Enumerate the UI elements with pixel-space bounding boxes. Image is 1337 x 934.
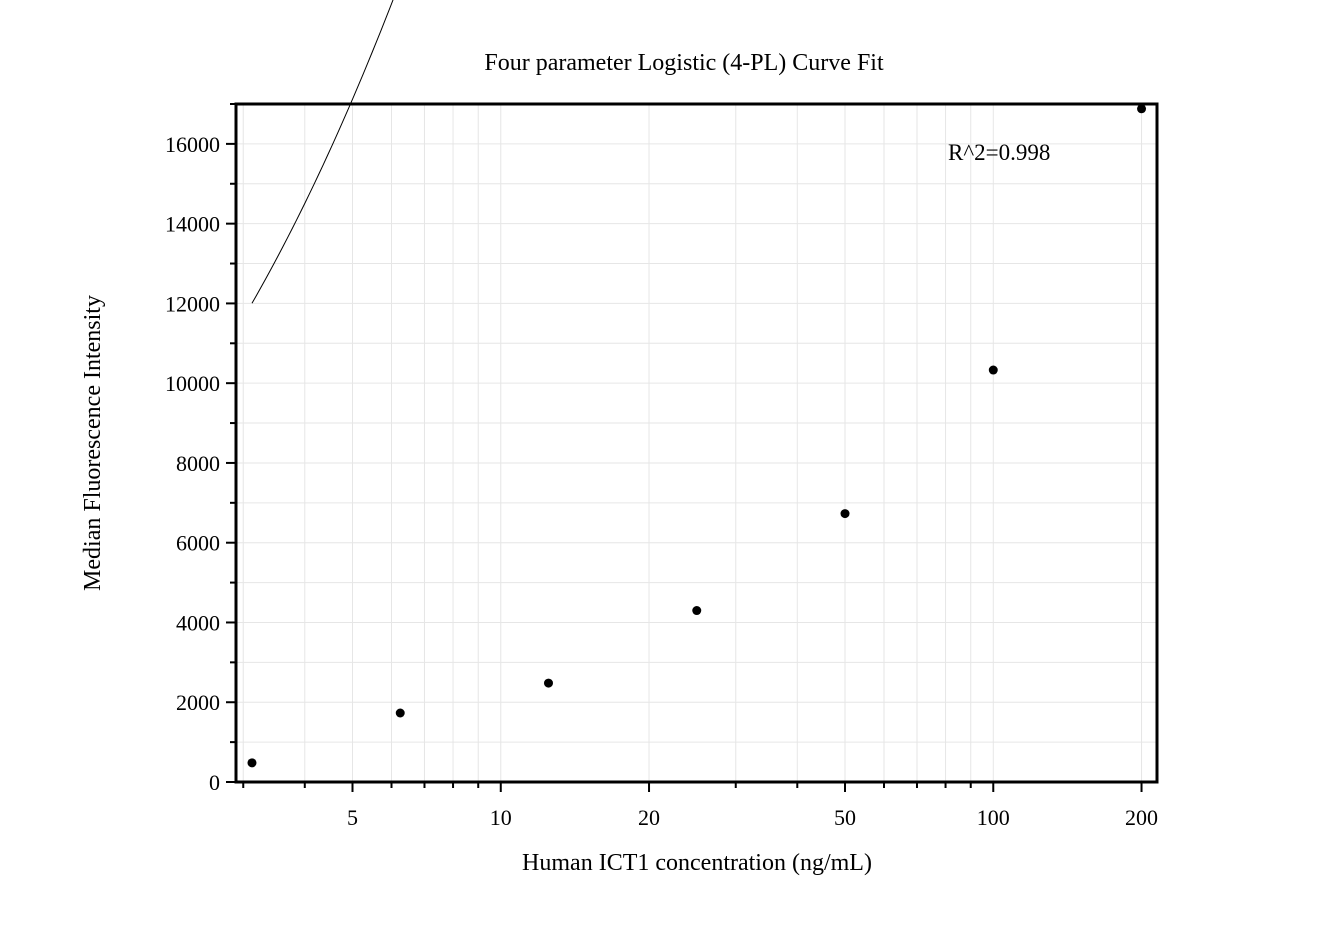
- data-point: [840, 509, 850, 519]
- plot-frame: [234, 102, 1159, 784]
- x-tick-label: 50: [834, 805, 856, 830]
- y-tick-label: 0: [209, 770, 220, 795]
- x-tick-label: 200: [1125, 805, 1158, 830]
- x-tick-label: 10: [490, 805, 512, 830]
- data-point: [1137, 104, 1147, 114]
- y-tick-label: 2000: [176, 690, 220, 715]
- x-tick-label: 100: [977, 805, 1010, 830]
- data-point: [247, 758, 257, 768]
- axis-ticks: [226, 103, 1143, 792]
- tick-labels: 5 10 20 50 100 200020004000600080001000012000…: [165, 132, 1158, 830]
- r-squared-annotation: R^2=0.998: [948, 140, 1050, 165]
- grid: [236, 103, 1157, 782]
- y-tick-label: 14000: [165, 212, 220, 237]
- x-tick-label: 20: [638, 805, 660, 830]
- y-tick-label: 4000: [176, 610, 220, 635]
- data-point: [988, 365, 998, 375]
- y-tick-label: 8000: [176, 451, 220, 476]
- data-point: [692, 606, 702, 616]
- y-tick-label: 10000: [165, 371, 220, 396]
- y-tick-label: 12000: [165, 291, 220, 316]
- x-axis-label: Human ICT1 concentration (ng/mL): [522, 850, 872, 876]
- data-point: [543, 678, 553, 688]
- y-axis-label: Median Fluorescence Intensity: [80, 295, 106, 591]
- y-tick-label: 16000: [165, 132, 220, 157]
- chart-title: Four parameter Logistic (4-PL) Curve Fit: [484, 50, 884, 76]
- data-points: [247, 104, 1147, 768]
- y-tick-label: 6000: [176, 531, 220, 556]
- data-point: [395, 708, 405, 718]
- x-tick-label: 5: [347, 805, 358, 830]
